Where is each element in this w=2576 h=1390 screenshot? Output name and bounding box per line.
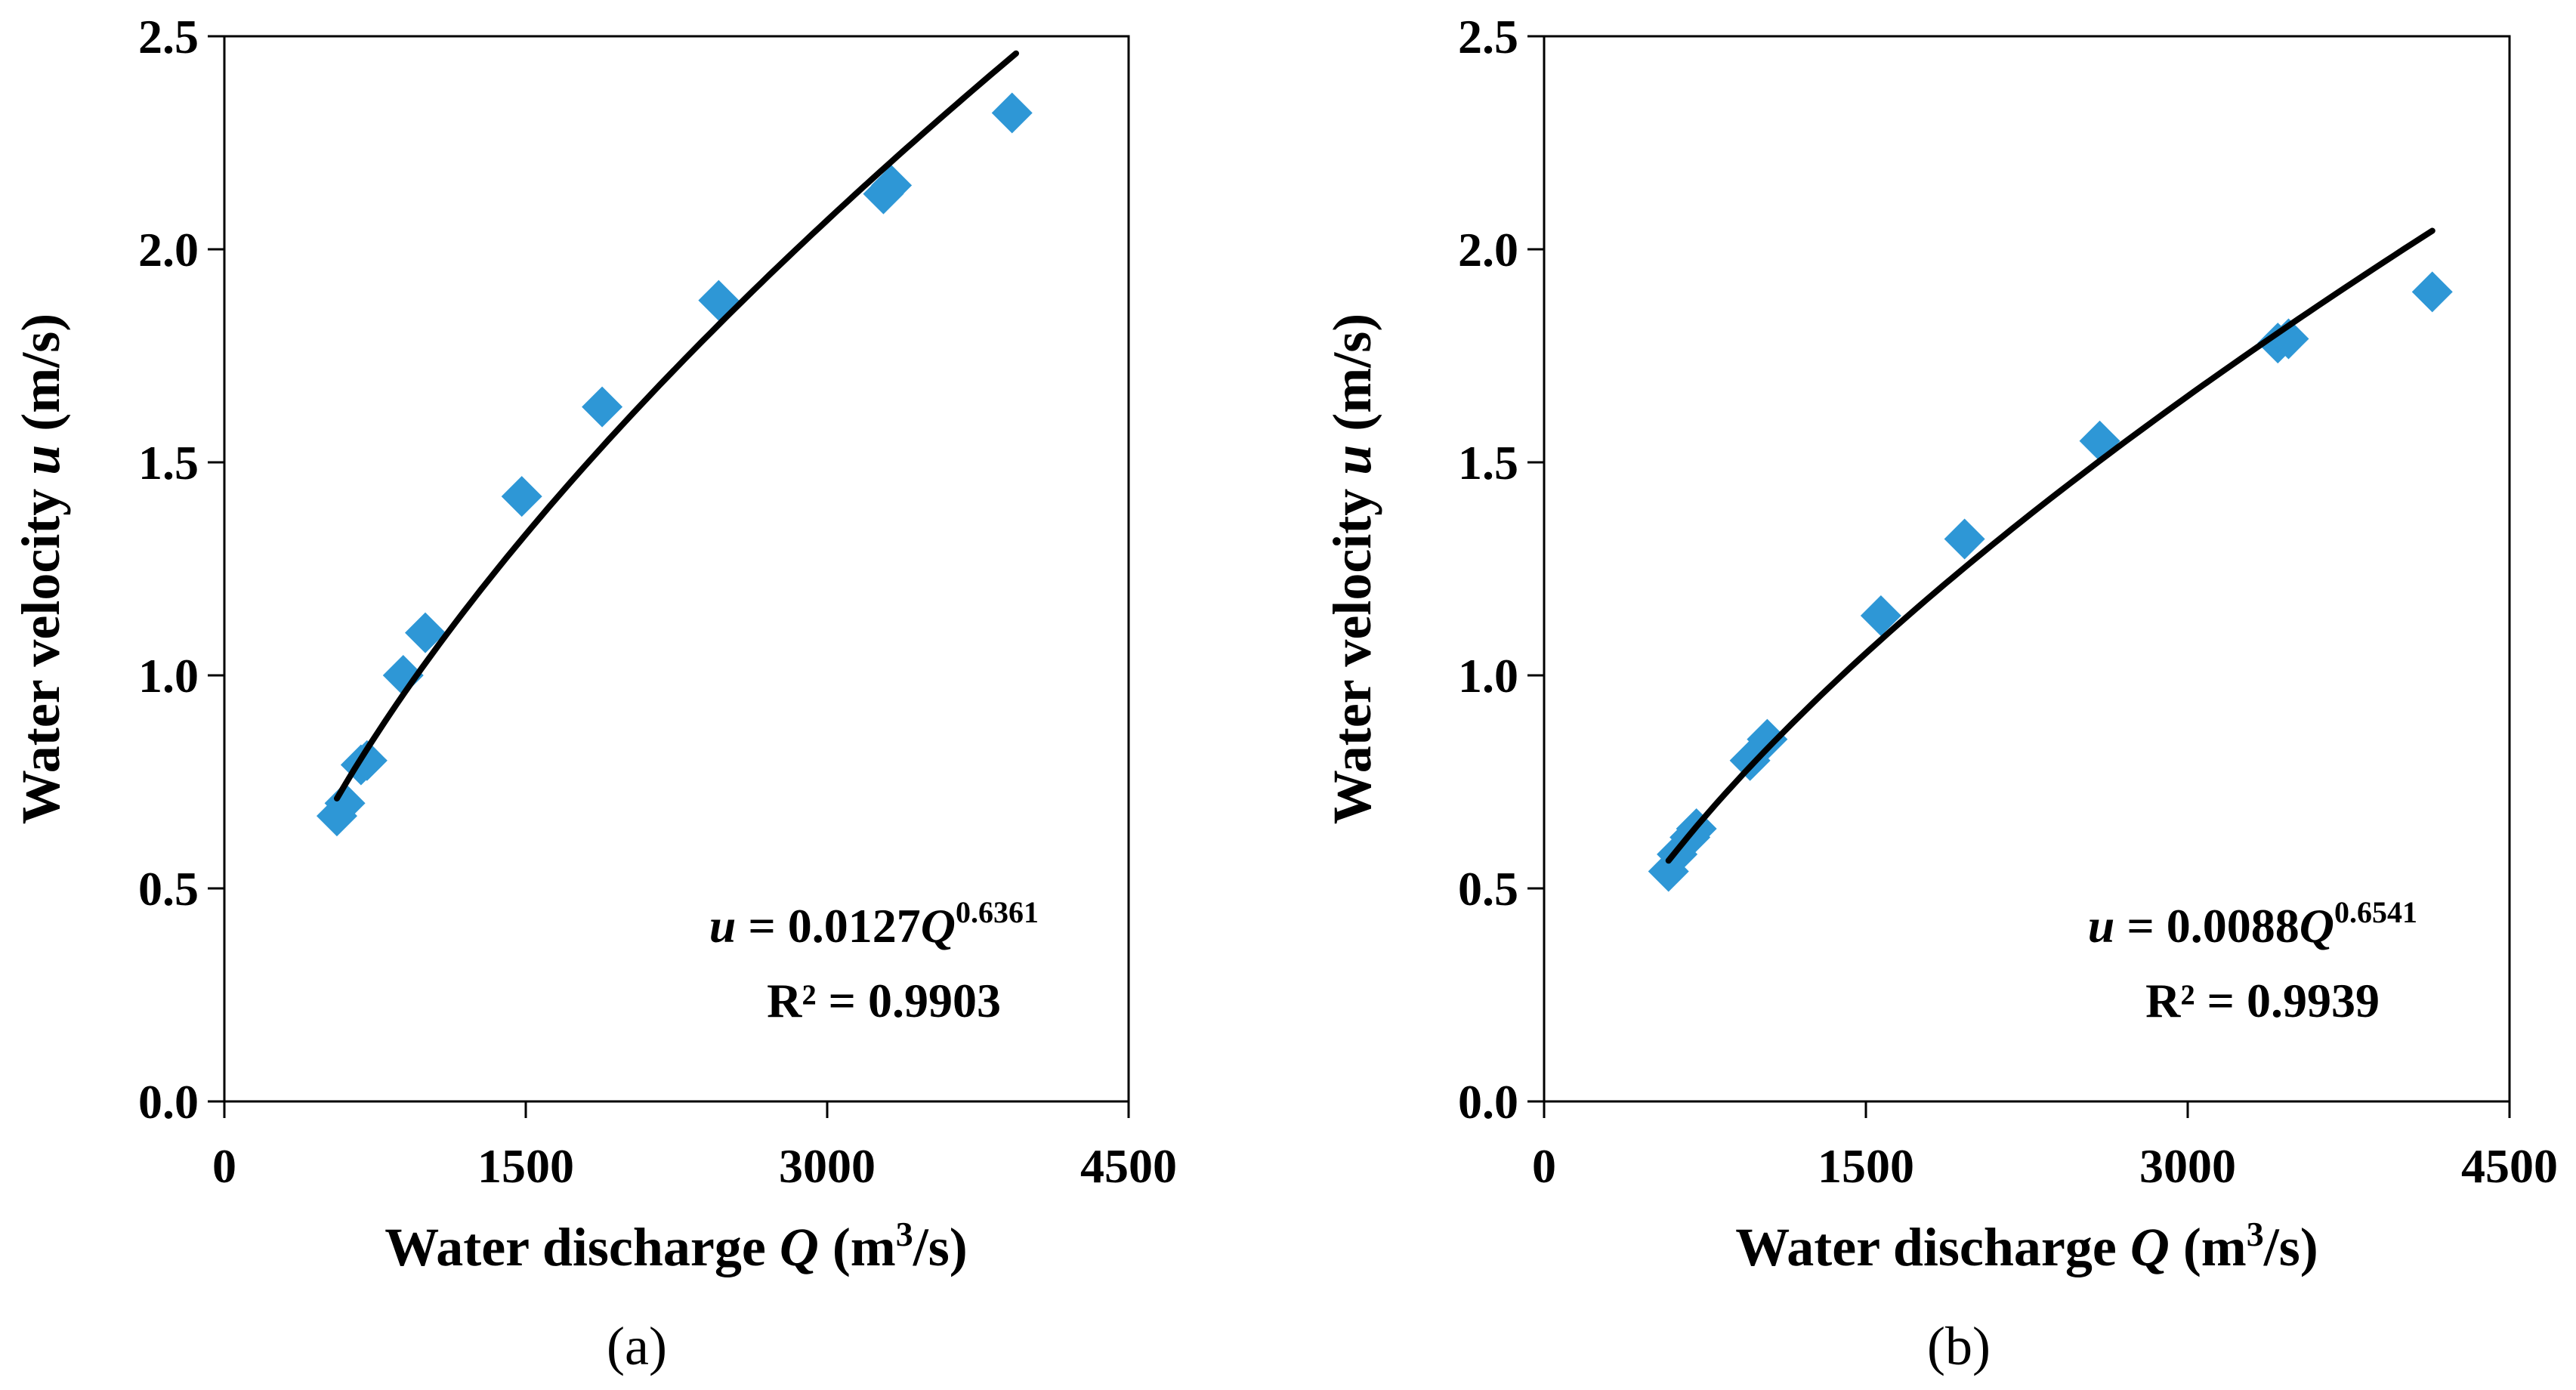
data-point [382,655,424,696]
data-point [1944,518,1985,560]
y-tick-label: 2.5 [1458,10,1518,63]
y-tick-label: 0.5 [138,862,199,916]
data-point [501,476,542,517]
y-tick-label: 0.0 [138,1075,199,1129]
data-point [871,165,913,206]
x-tick-label: 1500 [1818,1139,1914,1193]
data-point [2411,271,2453,313]
data-point [346,740,388,781]
x-tick-label: 0 [1532,1139,1556,1193]
fit-curve [334,50,1019,802]
data-point [991,92,1033,134]
y-axis-label: Water velocity u (m/s) [11,314,71,825]
data-point [1860,595,1901,637]
data-point [324,783,366,824]
y-tick-label: 1.0 [138,649,199,703]
fit-equation: u = 0.0088Q0.6541 [2088,895,2417,953]
data-point [405,612,446,653]
y-tick-label: 2.5 [138,10,199,63]
data-point [1747,718,1788,760]
chart-panel-b: 0.0 0.5 1.0 1.5 2.0 2.5 0 1500 3000 4500 u = 0.008… [1322,10,2558,1376]
fit-equation: u = 0.0127Q0.6361 [709,895,1039,953]
r-squared-label: R² = 0.9903 [767,974,1001,1027]
y-tick-label: 2.0 [1458,223,1518,276]
panel-label: (a) [607,1316,667,1376]
plot-area-frame [1543,35,2511,1103]
x-tick-label: 1500 [477,1139,574,1193]
y-tick-label: 1.5 [1458,436,1518,490]
x-axis-label: Water discharge Q (m3/s) [1735,1215,2318,1277]
fit-curve [1665,227,2435,864]
y-tick-label: 1.5 [138,436,199,490]
data-point [582,386,623,428]
x-tick-label: 0 [212,1139,236,1193]
x-tick-label: 3000 [2139,1139,2236,1193]
chart-panel-a: 0.0 0.5 1.0 1.5 2.0 2.5 0 1500 3000 4500 u = 0.012… [11,10,1177,1376]
y-tick-label: 2.0 [138,223,199,276]
y-tick-label: 1.0 [1458,649,1518,703]
x-tick-label: 4500 [2461,1139,2558,1193]
x-tick-label: 4500 [1080,1139,1177,1193]
x-axis-label: Water discharge Q (m3/s) [385,1215,968,1277]
y-tick-label: 0.5 [1458,862,1518,916]
data-point [2268,318,2309,360]
data-point [2079,420,2120,462]
r-squared-label: R² = 0.9939 [2145,974,2380,1027]
x-tick-label: 3000 [779,1139,876,1193]
y-tick-label: 0.0 [1458,1075,1518,1129]
panel-label: (b) [1927,1316,1991,1376]
y-axis-label: Water velocity u (m/s) [1322,314,1382,825]
plot-area-frame [223,35,1130,1103]
